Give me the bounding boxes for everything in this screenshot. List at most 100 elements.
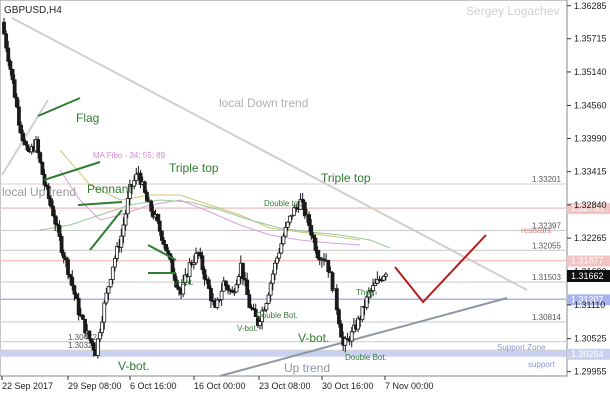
candle-body <box>249 307 254 309</box>
pennant-label: Pennant <box>87 182 132 196</box>
double-top-label: Double top <box>264 199 303 208</box>
forecast-path <box>394 234 487 304</box>
local-up-trend-label: local Up trend <box>2 185 76 199</box>
candle-body <box>113 258 117 268</box>
candle-body <box>61 252 66 259</box>
candle-body <box>104 292 109 304</box>
level-value: 1.30472 <box>68 333 97 342</box>
y-tick-label: 1.32265 <box>574 233 607 243</box>
candle-body <box>300 198 305 203</box>
candle-body <box>66 259 70 275</box>
y-tick-label: 1.30525 <box>574 334 607 344</box>
candle-body <box>181 282 186 295</box>
candle-body <box>38 152 43 163</box>
candle-body <box>247 294 252 308</box>
candle-body <box>155 214 160 222</box>
candle-body <box>159 230 164 241</box>
candle-body <box>142 181 147 193</box>
y-tick-label: 1.33415 <box>574 167 607 177</box>
candle-body <box>255 316 260 326</box>
candle-body <box>127 184 132 199</box>
candles <box>2 17 388 359</box>
candle-body <box>198 252 203 257</box>
candle-body <box>383 273 388 277</box>
candle-body <box>115 245 119 259</box>
y-tick-label: 1.35715 <box>574 34 607 44</box>
candle-body <box>356 317 361 330</box>
candle-body <box>209 288 213 301</box>
candle-body <box>174 280 179 288</box>
candle-body <box>6 47 11 62</box>
candle-body <box>46 186 51 199</box>
candle-body <box>55 223 60 226</box>
candle-body <box>194 252 198 264</box>
pennant-lower-line <box>89 209 123 251</box>
candle-body <box>123 213 128 226</box>
resistant-label: resistant <box>521 226 552 235</box>
x-tick-label: 22 Sep 2017 <box>2 381 53 391</box>
candle-body <box>334 288 339 311</box>
candle-body <box>40 161 45 175</box>
candle-body <box>145 191 149 202</box>
candle-body <box>287 215 292 223</box>
x-axis: 22 Sep 2017 29 Sep 08:00 6 Oct 16:00 16 Oct… <box>1 376 434 391</box>
candle-body <box>119 235 124 248</box>
candle-body <box>230 289 235 293</box>
support-label: support <box>528 360 555 369</box>
candle-body <box>36 139 41 154</box>
triple-top-left-label: Triple top <box>169 161 219 175</box>
level-badge-value: 1.31877 <box>571 256 604 266</box>
candle-body <box>307 214 311 226</box>
y-tick-label: 1.29955 <box>574 367 607 377</box>
candle-body <box>315 250 320 259</box>
candle-body <box>177 286 181 291</box>
v-bot-main-label: V-bot. <box>118 359 149 373</box>
candle-body <box>245 279 250 296</box>
candle-body <box>349 331 354 342</box>
candle-body <box>366 291 371 298</box>
candle-body <box>91 342 96 351</box>
candle-body <box>202 269 207 280</box>
candle-body <box>298 198 303 210</box>
candle-body <box>283 227 288 237</box>
candle-body <box>268 282 273 296</box>
candle-body <box>217 299 222 301</box>
candle-body <box>166 250 171 255</box>
candle-body <box>253 309 258 317</box>
candle-body <box>100 321 105 334</box>
level-badge <box>567 294 610 306</box>
y-tick-label: 1.33990 <box>574 133 607 143</box>
candle-body <box>302 201 307 217</box>
candle-body <box>70 276 75 287</box>
level-value: 1.30814 <box>532 313 561 322</box>
candle-body <box>219 290 224 300</box>
y-tick-label: 1.32840 <box>574 200 607 210</box>
candle-body <box>25 144 30 151</box>
candle-body <box>236 276 241 286</box>
small-triangle-upper-line <box>147 244 177 261</box>
x-tick-label: 7 Nov 00:00 <box>385 381 434 391</box>
candle-body <box>72 285 77 295</box>
candle-body <box>125 198 130 215</box>
candle-body <box>226 285 230 291</box>
candle-body <box>381 275 386 281</box>
candle-body <box>270 273 275 284</box>
candle-body <box>206 279 211 289</box>
candle-body <box>191 262 196 265</box>
y-axis: 1.36285 1.35715 1.35140 1.34560 1.33990 1.334… <box>567 1 607 377</box>
candle-body <box>68 274 73 278</box>
candle-body <box>273 262 277 275</box>
candle-body <box>12 79 17 98</box>
level-badge-value: 1.32785 <box>571 203 604 213</box>
candle-body <box>17 106 21 126</box>
candle-body <box>311 234 316 239</box>
candle-body <box>281 235 286 245</box>
candle-body <box>187 262 192 277</box>
candle-body <box>21 132 26 142</box>
current-price-badge <box>567 270 610 282</box>
candle-body <box>53 215 58 225</box>
candle-body <box>339 323 343 338</box>
y-tick-label: 1.34560 <box>574 100 607 110</box>
y-tick-label: 1.35140 <box>574 67 607 77</box>
x-tick-label: 29 Sep 08:00 <box>68 381 122 391</box>
